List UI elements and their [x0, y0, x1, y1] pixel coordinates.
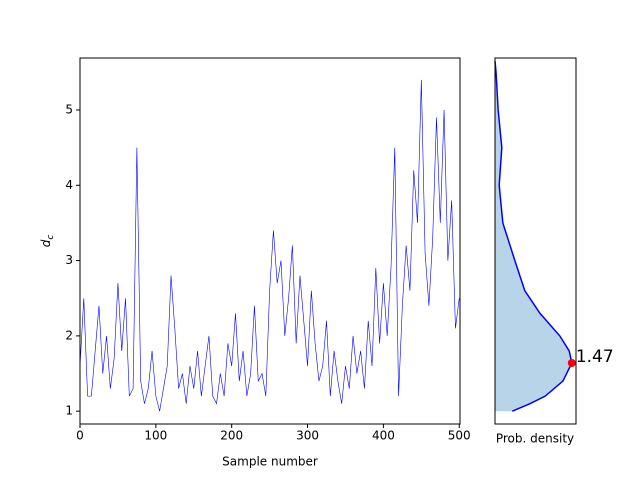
- x-tick-label: 500: [448, 429, 471, 443]
- peak-label: 1.47: [576, 347, 614, 367]
- x-axis-label: Sample number: [222, 455, 318, 469]
- y-tick-label: 1: [65, 404, 73, 418]
- y-tick-label: 2: [65, 328, 73, 342]
- x-tick-label: 300: [296, 429, 319, 443]
- peak-marker: [567, 359, 576, 367]
- x-tick-label: 400: [372, 429, 395, 443]
- density-frame: [494, 57, 577, 425]
- density-line: [494, 60, 573, 412]
- density-area: [495, 61, 572, 412]
- density-axis-label: Prob. density: [496, 432, 574, 446]
- y-axis-label: dc: [39, 235, 56, 248]
- x-tick-label: 0: [76, 429, 84, 443]
- y-label-sub: c: [46, 235, 56, 240]
- trace-line: [79, 79, 460, 412]
- y-tick-label: 5: [65, 102, 73, 116]
- y-tick-label: 4: [65, 178, 73, 192]
- plot-frame: [79, 57, 461, 425]
- y-tick-label: 3: [65, 253, 73, 267]
- x-tick-label: 100: [144, 429, 167, 443]
- x-tick-label: 200: [220, 429, 243, 443]
- y-label-main: d: [39, 239, 53, 247]
